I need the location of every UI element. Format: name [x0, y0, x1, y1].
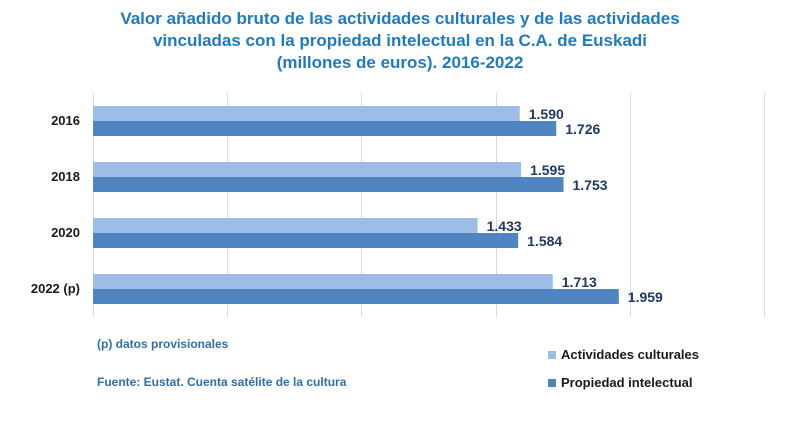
chart-title-line-3: (millones de euros). 2016-2022: [276, 53, 524, 72]
data-label-propiedad-2018: 1.753: [573, 177, 608, 193]
data-label-propiedad-2016: 1.726: [565, 121, 600, 137]
data-label-propiedad-2020: 1.584: [527, 233, 562, 249]
bar-cultural-2016: [93, 106, 520, 121]
data-label-cultural-2018: 1.595: [530, 162, 565, 178]
data-label-propiedad-2022p: 1.959: [628, 289, 663, 305]
provisional-note: (p) datos provisionales: [97, 337, 229, 351]
legend-swatch-dark: [548, 378, 556, 387]
bar-propiedad-2018: [93, 177, 564, 192]
data-label-cultural-2022p: 1.713: [562, 274, 597, 290]
bar-cultural-2018: [93, 162, 522, 177]
chart-title: Valor añadido bruto de las actividades c…: [60, 8, 740, 74]
category-label-2022p: 2022 (p): [31, 281, 80, 296]
legend-label-actividades-culturales: Actividades culturales: [561, 347, 699, 362]
bar-cultural-2020: [93, 218, 478, 233]
legend-item-propiedad-intelectual: Propiedad intelectual: [548, 375, 692, 390]
category-label-2018: 2018: [51, 169, 80, 184]
chart-title-line-2: vinculadas con la propiedad intelectual …: [152, 31, 648, 50]
data-label-cultural-2020: 1.433: [487, 218, 522, 234]
legend-swatch-light: [548, 350, 556, 359]
chart-title-line-1: Valor añadido bruto de las actividades c…: [120, 9, 680, 28]
data-label-cultural-2016: 1.590: [529, 106, 564, 122]
legend-item-actividades-culturales: Actividades culturales: [548, 347, 699, 362]
legend-label-propiedad-intelectual: Propiedad intelectual: [561, 375, 693, 390]
category-label-2016: 2016: [51, 113, 80, 128]
bar-cultural-2022p: [93, 274, 553, 289]
source-note: Fuente: Eustat. Cuenta satélite de la cu…: [97, 375, 347, 389]
category-label-2020: 2020: [51, 225, 80, 240]
bar-propiedad-2016: [93, 121, 557, 136]
bar-propiedad-2020: [93, 233, 519, 248]
bar-propiedad-2022p: [93, 289, 619, 304]
